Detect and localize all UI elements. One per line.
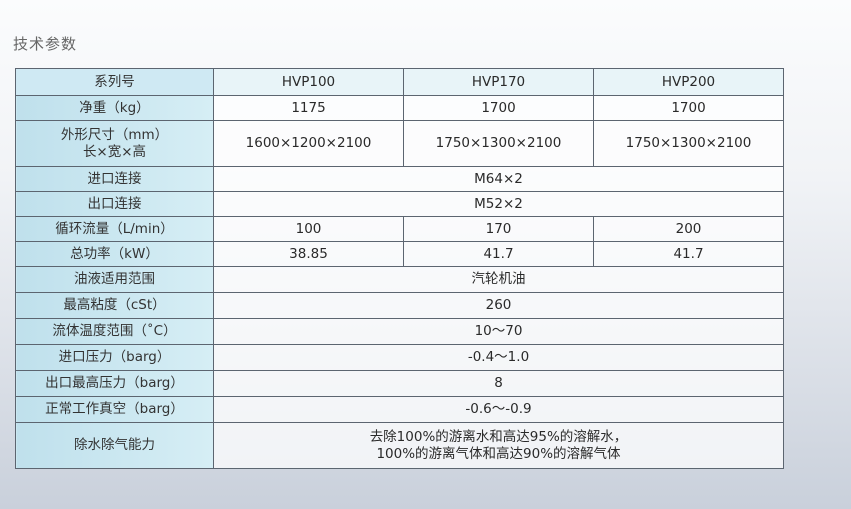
cell: 38.85 <box>213 241 404 267</box>
table-row: 出口最高压力（barg） 8 <box>15 370 784 397</box>
row-label: 正常工作真空（barg） <box>15 396 214 423</box>
cell: 41.7 <box>403 241 594 267</box>
table-row: 外形尺寸（mm） 长×宽×高 1600×1200×2100 1750×1300×2… <box>15 120 784 167</box>
cell: 170 <box>403 216 594 242</box>
row-label-line2: 长×宽×高 <box>82 143 147 160</box>
row-label: 流体温度范围（˚C） <box>15 318 214 345</box>
cell: 汽轮机油 <box>213 266 784 293</box>
row-label: 进口压力（barg） <box>15 344 214 371</box>
cell: 41.7 <box>593 241 784 267</box>
cell: 1700 <box>403 95 594 121</box>
row-label-line1: 外形尺寸（mm） <box>60 126 169 143</box>
cell: 1175 <box>213 95 404 121</box>
row-label: 除水除气能力 <box>15 422 214 469</box>
row-label: 总功率（kW） <box>15 241 214 267</box>
cell: 1750×1300×2100 <box>403 120 594 167</box>
cell: 1750×1300×2100 <box>593 120 784 167</box>
table-row: 总功率（kW） 38.85 41.7 41.7 <box>15 241 784 267</box>
row-label: 油液适用范围 <box>15 266 214 293</box>
cell: M52×2 <box>213 191 784 217</box>
cell: 8 <box>213 370 784 397</box>
model-hvp200: HVP200 <box>593 68 784 96</box>
header-label: 系列号 <box>15 68 214 96</box>
cell: 100 <box>213 216 404 242</box>
row-label: 进口连接 <box>15 166 214 192</box>
cell: 1700 <box>593 95 784 121</box>
model-hvp100: HVP100 <box>213 68 404 96</box>
table-row: 出口连接 M52×2 <box>15 191 784 217</box>
table-row: 油液适用范围 汽轮机油 <box>15 266 784 293</box>
table-row: 循环流量（L/min） 100 170 200 <box>15 216 784 242</box>
cell: 1600×1200×2100 <box>213 120 404 167</box>
cell-line1: 去除100%的游离水和高达95%的溶解水， <box>369 428 628 445</box>
header-row: 系列号 HVP100 HVP170 HVP200 <box>15 68 784 96</box>
row-label: 出口最高压力（barg） <box>15 370 214 397</box>
section-title: 技术参数 <box>13 35 78 53</box>
row-label: 出口连接 <box>15 191 214 217</box>
table-row: 进口连接 M64×2 <box>15 166 784 192</box>
table-row: 除水除气能力 去除100%的游离水和高达95%的溶解水， 100%的游离气体和高达… <box>15 422 784 469</box>
model-hvp170: HVP170 <box>403 68 594 96</box>
table-row: 进口压力（barg） -0.4～1.0 <box>15 344 784 371</box>
cell-line2: 100%的游离气体和高达90%的溶解气体 <box>376 445 621 462</box>
table-row: 流体温度范围（˚C） 10～70 <box>15 318 784 345</box>
cell: M64×2 <box>213 166 784 192</box>
table-row: 净重（kg） 1175 1700 1700 <box>15 95 784 121</box>
cell: -0.4～1.0 <box>213 344 784 371</box>
row-label: 最高粘度（cSt） <box>15 292 214 319</box>
cell: -0.6～-0.9 <box>213 396 784 423</box>
cell: 去除100%的游离水和高达95%的溶解水， 100%的游离气体和高达90%的溶解气… <box>213 422 784 469</box>
row-label: 净重（kg） <box>15 95 214 121</box>
table-row: 最高粘度（cSt） 260 <box>15 292 784 319</box>
table-row: 正常工作真空（barg） -0.6～-0.9 <box>15 396 784 423</box>
cell: 260 <box>213 292 784 319</box>
cell: 10～70 <box>213 318 784 345</box>
cell: 200 <box>593 216 784 242</box>
spec-table: 系列号 HVP100 HVP170 HVP200 净重（kg） 1175 170… <box>15 68 784 469</box>
row-label: 循环流量（L/min） <box>15 216 214 242</box>
row-label: 外形尺寸（mm） 长×宽×高 <box>15 120 214 167</box>
